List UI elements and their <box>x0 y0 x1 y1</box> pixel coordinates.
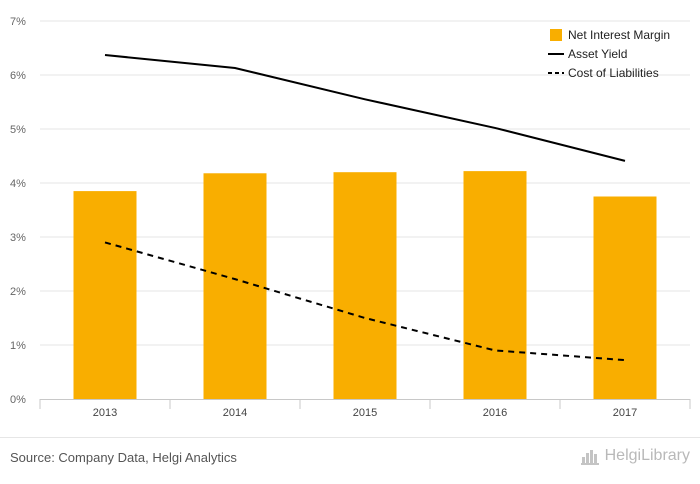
y-tick-label: 5% <box>10 124 26 136</box>
y-tick-label: 4% <box>10 178 26 190</box>
bar[interactable] <box>463 171 527 399</box>
legend-label: Net Interest Margin <box>568 28 670 42</box>
footer: Source: Company Data, Helgi Analytics He… <box>0 437 700 484</box>
brand-name: HelgiLibrary <box>604 447 690 464</box>
bar-series <box>73 171 657 400</box>
source-note: Source: Company Data, Helgi Analytics <box>10 450 237 465</box>
y-tick-label: 7% <box>10 16 26 28</box>
x-tick-label: 2013 <box>93 407 117 419</box>
y-axis: 0% 1% 2% 3% 4% 5% 6% 7% <box>10 16 26 406</box>
legend-swatch <box>550 29 562 41</box>
x-tick-label: 2017 <box>613 407 637 419</box>
bar[interactable] <box>73 191 137 399</box>
brand-logo[interactable]: HelgiLibrary <box>580 447 690 465</box>
x-tick-label: 2015 <box>353 407 377 419</box>
bar[interactable] <box>333 172 397 399</box>
y-tick-label: 3% <box>10 232 26 244</box>
x-tick-label: 2016 <box>483 407 507 419</box>
legend-label: Cost of Liabilities <box>568 66 659 80</box>
series-line[interactable] <box>104 54 626 162</box>
series-line[interactable] <box>104 241 626 362</box>
line-series <box>104 54 626 362</box>
legend[interactable]: Net Interest Margin Asset Yield Cost of Li… <box>548 28 670 80</box>
library-icon <box>580 450 599 465</box>
y-tick-label: 2% <box>10 286 26 298</box>
y-tick-label: 0% <box>10 394 26 406</box>
x-axis: 2013 2014 2015 2016 2017 <box>39 399 691 419</box>
y-tick-label: 6% <box>10 70 26 82</box>
legend-label: Asset Yield <box>568 47 627 61</box>
y-tick-label: 1% <box>10 340 26 352</box>
x-tick-label: 2014 <box>223 407 247 419</box>
bar[interactable] <box>593 196 657 400</box>
